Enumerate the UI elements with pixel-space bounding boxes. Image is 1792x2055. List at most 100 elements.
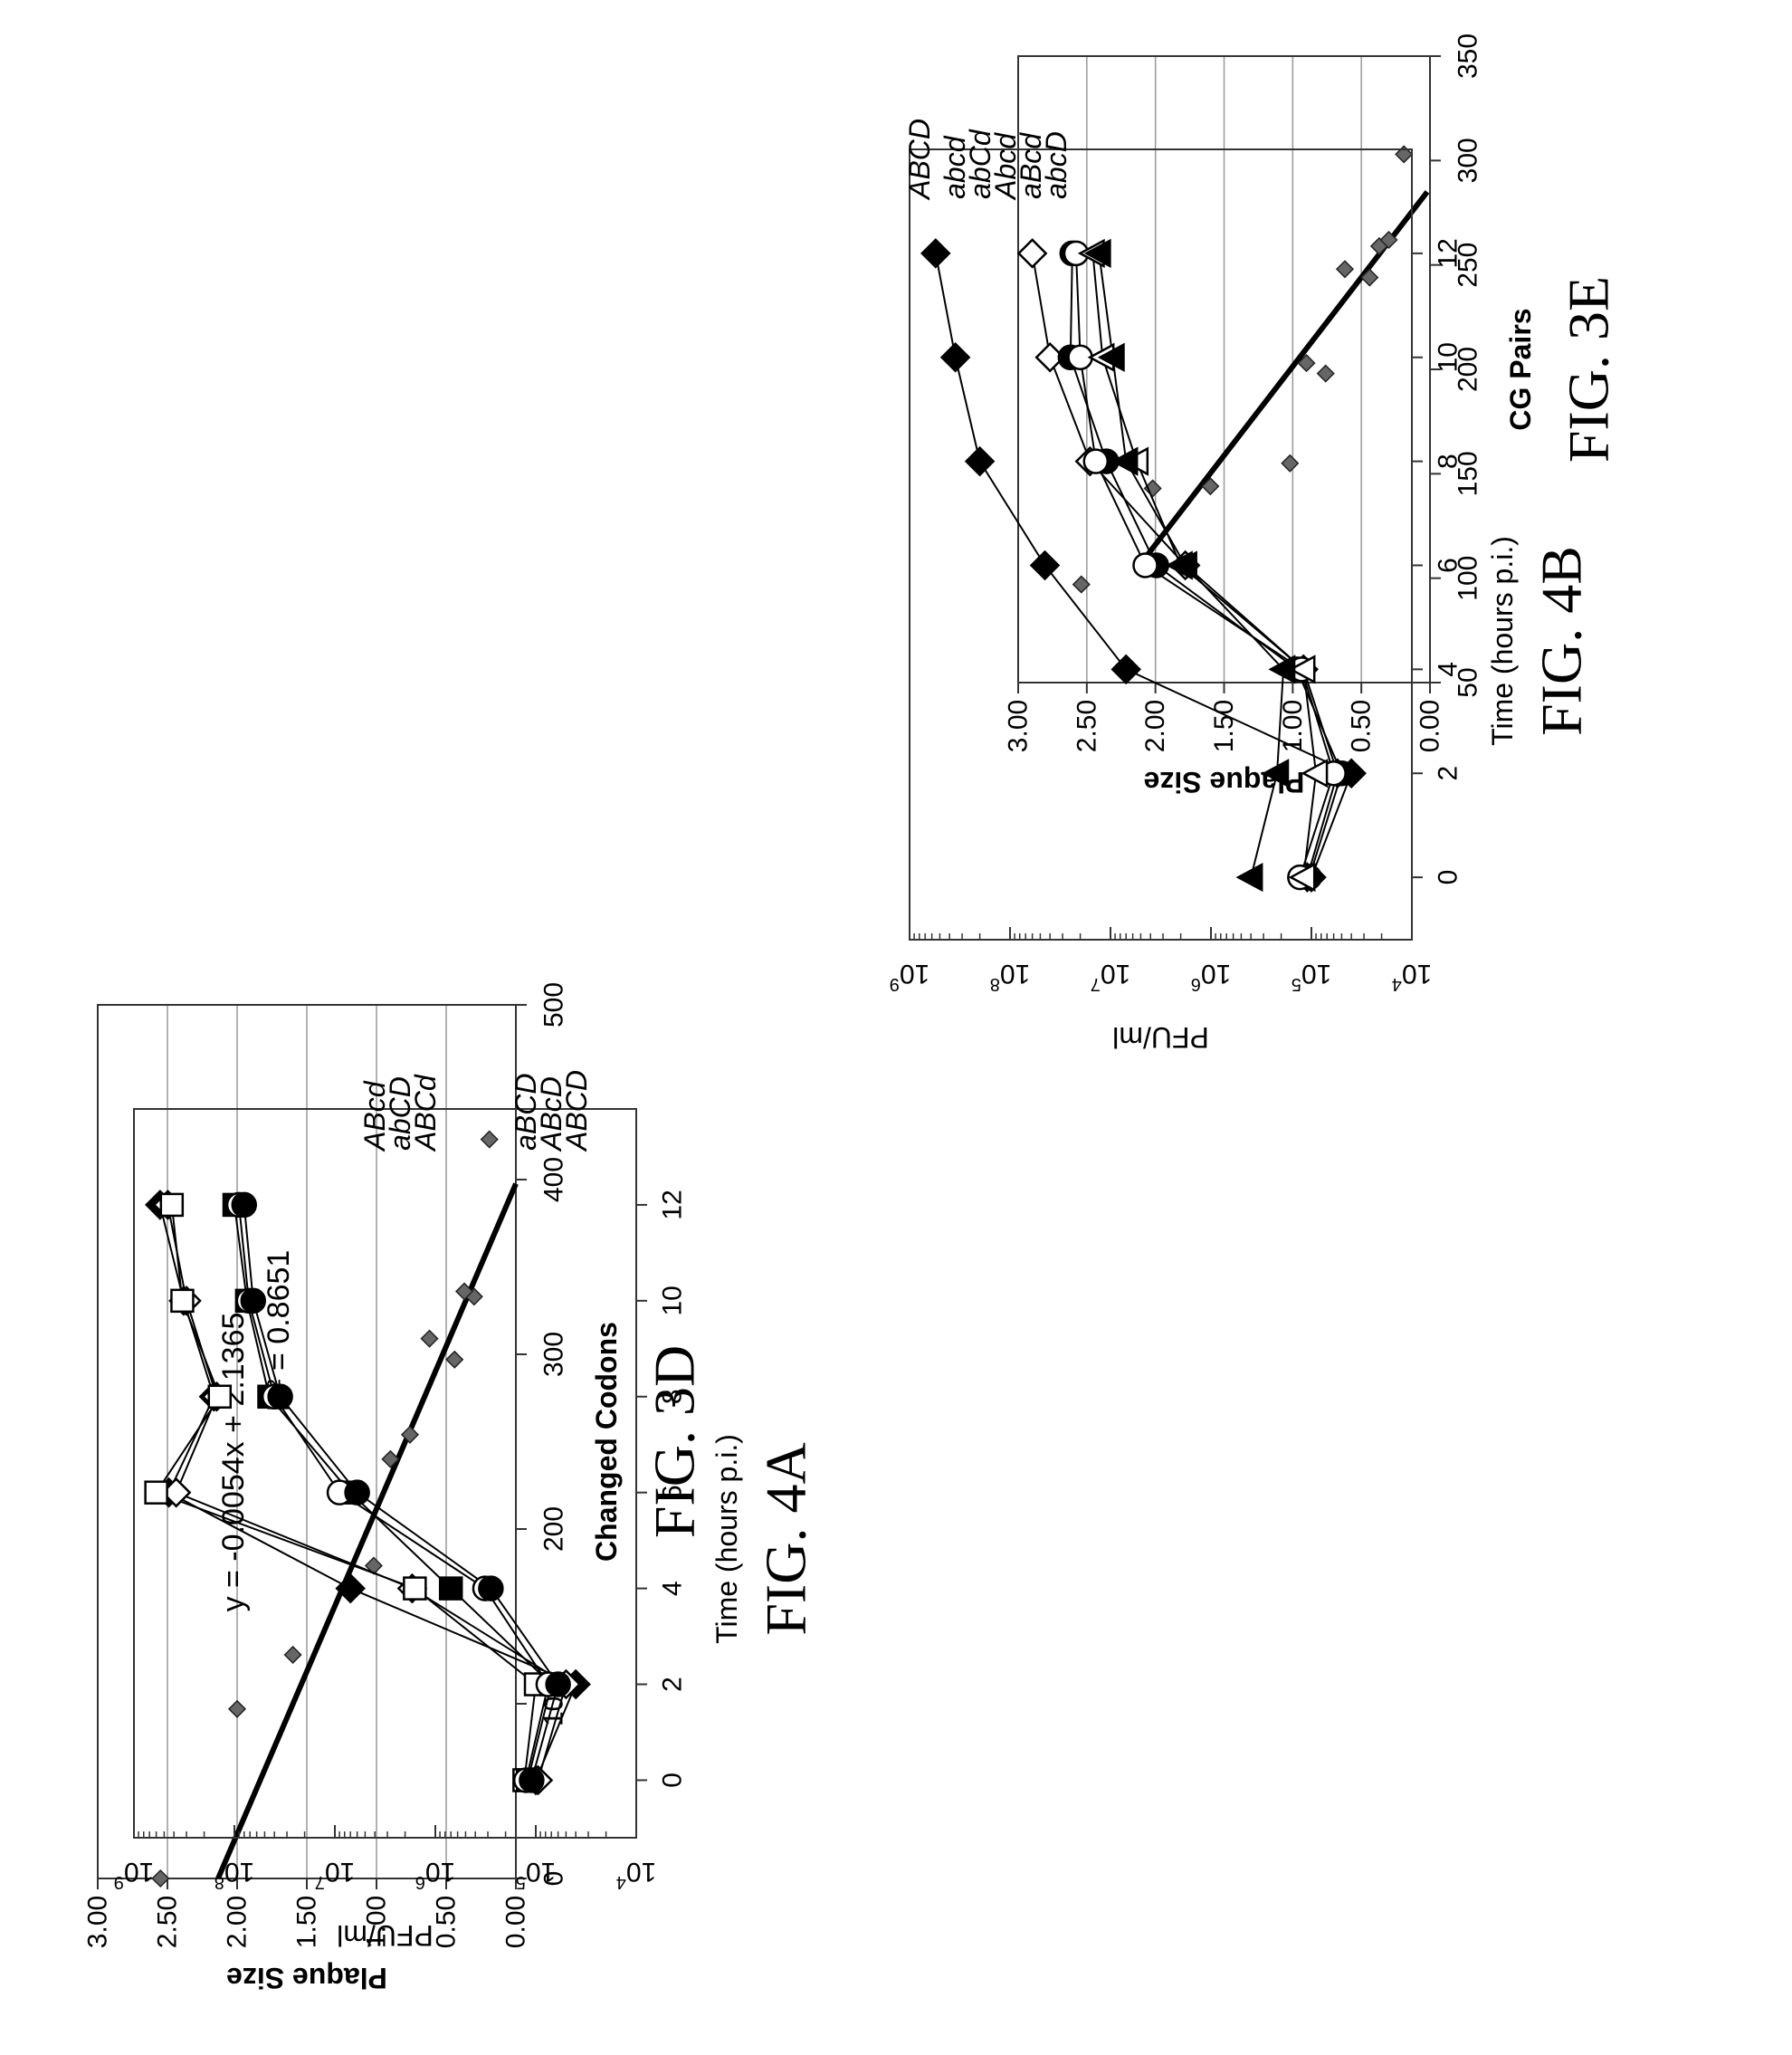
y-tick-label: 1.50 bbox=[1209, 700, 1239, 752]
x-tick-label: 400 bbox=[539, 1157, 569, 1202]
x-tick-label: 4 bbox=[1434, 662, 1463, 677]
scatter-point bbox=[400, 1425, 420, 1444]
y-tick-label: 107 bbox=[315, 1858, 356, 1893]
x-tick-label: 150 bbox=[1454, 451, 1483, 496]
y-tick-exponent: 7 bbox=[315, 1872, 325, 1892]
y-axis-label: Plaque Size bbox=[226, 1962, 387, 1994]
y-tick-exponent: 7 bbox=[1091, 974, 1101, 994]
y-tick-label: 2.00 bbox=[223, 1896, 253, 1948]
legend-label: abCd bbox=[964, 129, 996, 199]
y-tick-exponent: 9 bbox=[114, 1872, 124, 1892]
marker-square-open bbox=[170, 1288, 195, 1314]
x-tick-label: 0 bbox=[539, 1871, 569, 1887]
marker-triangle-filled bbox=[1268, 655, 1296, 684]
marker-triangle-filled bbox=[1262, 759, 1290, 789]
x-tick-label: 250 bbox=[1454, 243, 1483, 288]
x-axis-label: Changed Codons bbox=[590, 1322, 623, 1562]
x-tick-label: 500 bbox=[539, 982, 569, 1028]
scatter-point bbox=[1201, 477, 1220, 496]
x-tick-label: 200 bbox=[539, 1506, 569, 1552]
scatter-point bbox=[420, 1329, 439, 1348]
legend-label: abcD bbox=[1040, 131, 1072, 199]
y-tick-label: 106 bbox=[1191, 960, 1232, 995]
y-tick-exponent: 6 bbox=[1191, 974, 1201, 994]
y-tick-base: 10 bbox=[1101, 960, 1130, 989]
marker-diamond-filled bbox=[1029, 550, 1061, 581]
legend-label: ABcD bbox=[535, 1076, 567, 1152]
y-tick-exponent: 9 bbox=[890, 974, 900, 994]
y-tick-label: 108 bbox=[990, 960, 1031, 995]
y-tick-exponent: 4 bbox=[616, 1872, 626, 1892]
y-tick-label: 104 bbox=[1392, 960, 1433, 995]
scatter-point bbox=[480, 1130, 499, 1149]
x-tick-label: 200 bbox=[1454, 347, 1483, 392]
y-tick-label: 2.00 bbox=[1140, 700, 1170, 752]
legend-label: ABCD bbox=[560, 1070, 593, 1152]
marker-triangle-filled bbox=[1097, 342, 1125, 372]
y-tick-base: 10 bbox=[1301, 960, 1331, 989]
chart-fig3d: 0.000.501.001.502.002.503.00010020030040… bbox=[83, 982, 707, 1994]
marker-square-filled bbox=[438, 1576, 463, 1601]
legend-label: ABCD bbox=[903, 119, 936, 201]
y-tick-label: 3.00 bbox=[1004, 700, 1034, 752]
x-tick-label: 12 bbox=[1434, 238, 1463, 268]
marker-circle-filled bbox=[231, 1191, 258, 1219]
y-tick-label: 2.50 bbox=[153, 1896, 183, 1948]
scatter-point bbox=[227, 1699, 247, 1718]
x-tick-label: 0 bbox=[658, 1773, 688, 1788]
marker-triangle-filled bbox=[1083, 238, 1111, 268]
y-tick-base: 10 bbox=[124, 1858, 154, 1888]
x-tick-label: 6 bbox=[1434, 558, 1463, 573]
x-tick-label: 4 bbox=[658, 1581, 688, 1596]
marker-triangle-filled bbox=[1170, 550, 1197, 580]
scatter-point bbox=[454, 1282, 474, 1301]
legend-label: abcd bbox=[939, 135, 971, 199]
scatter-point bbox=[1360, 268, 1379, 287]
x-tick-label: 8 bbox=[658, 1389, 688, 1404]
figure-label: FIG. 4A bbox=[754, 1442, 818, 1635]
marker-triangle-open bbox=[1301, 759, 1329, 789]
x-tick-label: 300 bbox=[539, 1332, 569, 1377]
marker-square-open bbox=[403, 1576, 427, 1601]
x-tick-label: 6 bbox=[658, 1485, 688, 1500]
marker-diamond-open bbox=[1016, 238, 1048, 269]
scatter-point bbox=[1281, 454, 1300, 473]
y-tick-label: 107 bbox=[1091, 960, 1131, 995]
y-tick-label: 3.00 bbox=[83, 1896, 113, 1948]
y-tick-label: 105 bbox=[516, 1858, 557, 1893]
scatter-point bbox=[1335, 260, 1355, 279]
marker-diamond-filled bbox=[920, 238, 951, 269]
y-axis-label: PFU/ml bbox=[337, 1919, 434, 1952]
x-axis-label: Time (hours p.i.) bbox=[710, 1434, 743, 1644]
marker-square-open bbox=[159, 1192, 185, 1218]
marker-diamond-filled bbox=[939, 341, 971, 373]
y-tick-base: 10 bbox=[900, 960, 929, 989]
legend-label: abCD bbox=[384, 1076, 416, 1151]
x-tick-label: 0 bbox=[1434, 870, 1463, 885]
scatter-point bbox=[151, 1869, 170, 1888]
y-tick-exponent: 6 bbox=[415, 1872, 425, 1892]
marker-circle-filled bbox=[478, 1575, 504, 1601]
y-tick-label: 106 bbox=[415, 1858, 456, 1893]
legend-label: aBcd bbox=[1015, 132, 1047, 199]
legend-label: ABCd bbox=[409, 1074, 442, 1152]
scatter-point bbox=[1072, 575, 1091, 594]
y-tick-exponent: 8 bbox=[214, 1872, 224, 1892]
x-tick-label: 2 bbox=[1434, 766, 1463, 781]
marker-triangle-open bbox=[1288, 862, 1316, 893]
y-tick-label: 0.00 bbox=[1415, 700, 1445, 752]
x-tick-label: 12 bbox=[658, 1190, 688, 1219]
scatter-point bbox=[283, 1645, 302, 1665]
y-tick-label: 105 bbox=[1292, 960, 1332, 995]
x-tick-label: 8 bbox=[1434, 454, 1463, 469]
marker-triangle-open bbox=[1288, 655, 1316, 684]
trendline-equation: y = -0.0054x + 2.1365 bbox=[216, 1313, 251, 1612]
scatter-point bbox=[1379, 230, 1398, 250]
y-tick-base: 10 bbox=[526, 1858, 556, 1888]
legend-label: aBCD bbox=[510, 1074, 542, 1151]
figure-label: FIG. 3D bbox=[643, 1345, 707, 1538]
x-axis-label: Time (hours p.i.) bbox=[1486, 536, 1519, 746]
y-tick-exponent: 4 bbox=[1392, 974, 1402, 994]
scatter-point bbox=[1143, 479, 1162, 498]
